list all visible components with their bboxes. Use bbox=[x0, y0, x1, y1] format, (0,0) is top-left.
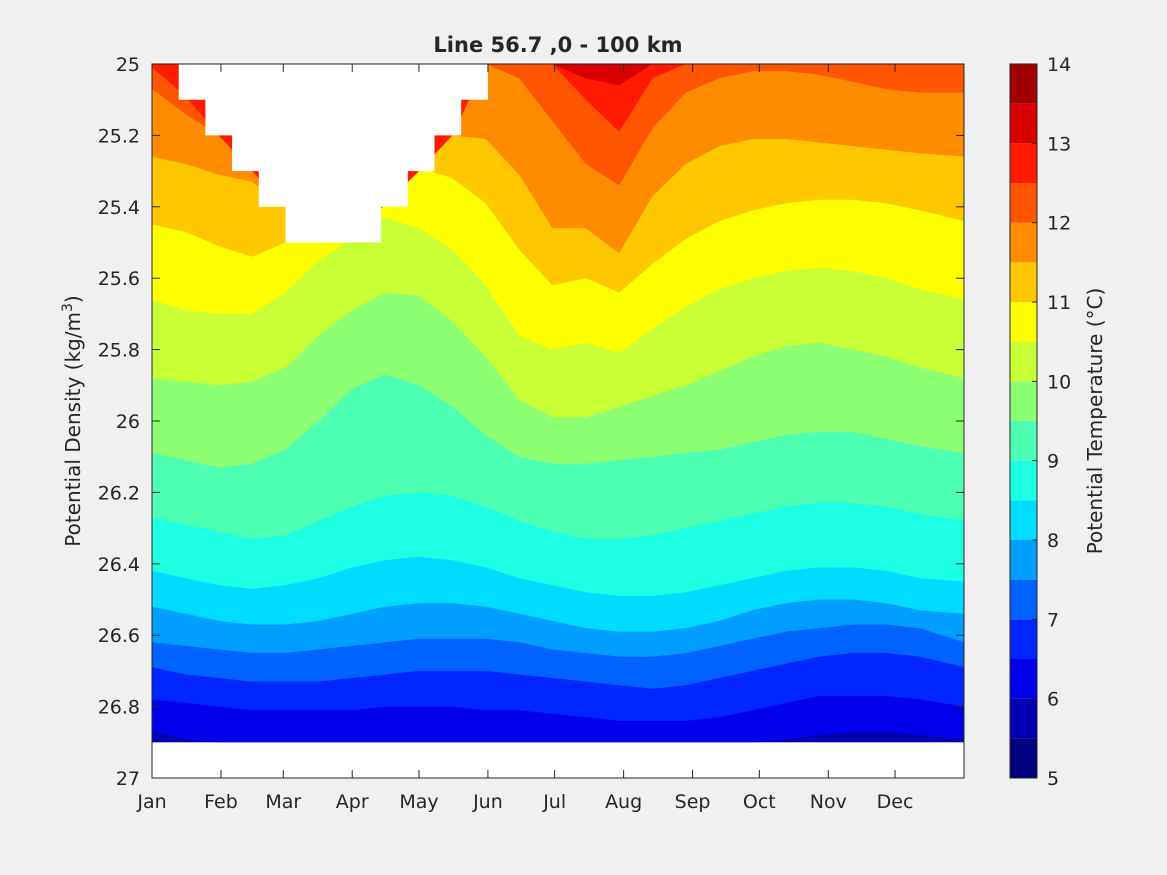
colorbar-tick-label: 9 bbox=[1047, 451, 1059, 473]
y-tick-label: 26.2 bbox=[98, 482, 140, 504]
colorbar-segment bbox=[1010, 103, 1037, 144]
colorbar: 5 6 7 8 9 10 11 12 13 14 bbox=[1009, 54, 1071, 790]
colorbar-tick-label: 5 bbox=[1047, 768, 1059, 790]
y-axis: 25 25.2 25.4 25.6 25.8 26 26.2 26.4 26.6 26.8 27 bbox=[98, 54, 964, 790]
colorbar-segment bbox=[1010, 659, 1037, 699]
y-tick-label: 25 bbox=[116, 54, 140, 76]
x-tick-label: Jul bbox=[542, 791, 566, 813]
x-tick-label: Oct bbox=[743, 791, 776, 813]
x-tick-label: Sep bbox=[675, 791, 711, 813]
colorbar-label: Potential Temperature (°C) bbox=[1083, 288, 1107, 555]
x-axis: Jan Feb Mar Apr May Jun Jul Aug Sep Oct Nov Dec bbox=[136, 64, 913, 813]
x-tick-label: Aug bbox=[605, 791, 642, 813]
plot-area bbox=[151, 63, 965, 779]
colorbar-segment bbox=[1010, 500, 1037, 540]
x-tick-label: Jun bbox=[472, 791, 503, 813]
colorbar-tick-label: 11 bbox=[1047, 292, 1071, 314]
colorbar-segment bbox=[1010, 302, 1037, 342]
y-axis-label: Potential Density (kg/m3) bbox=[60, 295, 85, 546]
colorbar-segment bbox=[1010, 381, 1037, 421]
x-tick-label: Mar bbox=[265, 791, 301, 813]
colorbar-segment bbox=[1010, 341, 1037, 382]
y-tick-label: 25.6 bbox=[98, 268, 140, 290]
colorbar-segment bbox=[1010, 183, 1037, 223]
x-tick-label: Apr bbox=[336, 791, 369, 813]
chart-title: Line 56.7 ,0 - 100 km bbox=[433, 33, 682, 57]
x-tick-label: Feb bbox=[204, 791, 238, 813]
y-axis-label-suffix: ) bbox=[61, 295, 85, 303]
y-tick-label: 26.6 bbox=[98, 625, 140, 647]
y-tick-label: 25.8 bbox=[98, 340, 140, 362]
colorbar-segment bbox=[1010, 262, 1037, 302]
colorbar-tick-label: 13 bbox=[1047, 133, 1071, 155]
y-tick-label: 27 bbox=[116, 768, 140, 790]
x-tick-label: Nov bbox=[810, 791, 847, 813]
y-tick-label: 25.2 bbox=[98, 125, 140, 147]
colorbar-frame bbox=[1009, 63, 1038, 779]
colorbar-segment bbox=[1010, 738, 1037, 778]
y-tick-label: 25.4 bbox=[98, 197, 140, 219]
colorbar-tick-label: 12 bbox=[1047, 213, 1071, 235]
colorbar-segment bbox=[1010, 222, 1037, 263]
x-tick-label: Jan bbox=[136, 791, 166, 813]
colorbar-tick-label: 7 bbox=[1047, 609, 1059, 631]
y-tick-label: 26.4 bbox=[98, 554, 140, 576]
x-tick-label: May bbox=[399, 791, 438, 813]
colorbar-segment bbox=[1010, 460, 1037, 501]
colorbar-segment bbox=[1010, 540, 1037, 580]
colorbar-segment bbox=[1010, 64, 1037, 104]
colorbar-segment bbox=[1010, 698, 1037, 739]
colorbar-segment bbox=[1010, 579, 1037, 620]
no-data-region bbox=[178, 64, 488, 243]
y-tick-label: 26 bbox=[116, 411, 140, 433]
colorbar-tick-label: 14 bbox=[1047, 54, 1071, 76]
colorbar-segment bbox=[1010, 143, 1037, 183]
y-axis-label-superscript: 3 bbox=[60, 303, 76, 312]
y-tick-label: 26.8 bbox=[98, 697, 140, 719]
colorbar-tick-label: 6 bbox=[1047, 689, 1059, 711]
colorbar-tick-label: 8 bbox=[1047, 530, 1059, 552]
colorbar-segment bbox=[1010, 421, 1037, 461]
colorbar-tick-label: 10 bbox=[1047, 371, 1071, 393]
x-tick-label: Dec bbox=[877, 791, 914, 813]
y-axis-label-text: Potential Density (kg/m bbox=[61, 312, 85, 547]
colorbar-segment bbox=[1010, 619, 1037, 659]
